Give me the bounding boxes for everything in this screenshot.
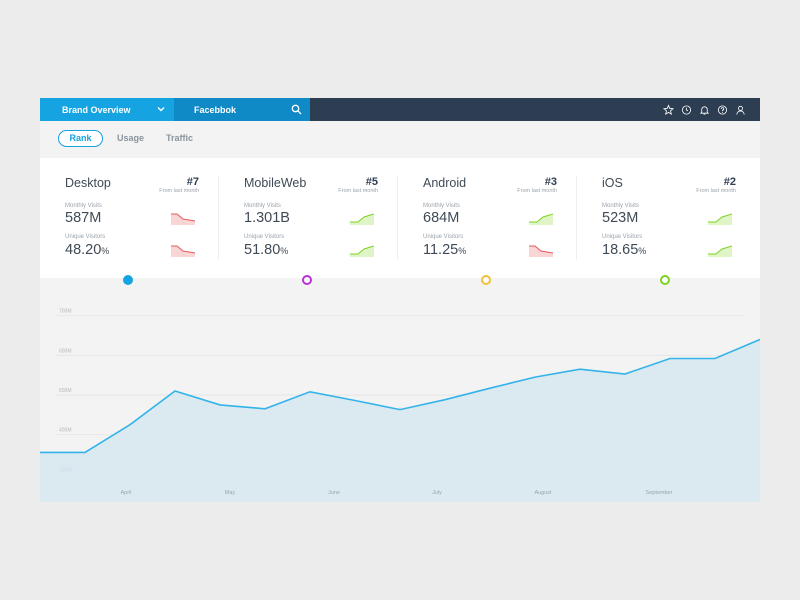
app-window: Brand Overview Facebbok Rank Usage Traff…	[40, 98, 760, 502]
visits-area-chart: 700M600M500M400M300MAprilMayJuneJulyAugu…	[40, 309, 760, 502]
rank-value: #2	[723, 176, 736, 188]
brand-tab-label: Brand Overview	[62, 104, 131, 115]
monthly-visits-value: 684M	[423, 210, 460, 226]
visitors-trend-sparkline	[529, 245, 553, 257]
x-tick-label: April	[120, 490, 131, 496]
card-title: iOS	[602, 176, 623, 190]
card-divider	[218, 176, 219, 260]
unique-visitors-value: 18.65%	[602, 242, 646, 258]
monthly-visits-value: 587M	[65, 210, 102, 226]
visits-trend-sparkline	[171, 213, 195, 225]
clock-icon[interactable]	[681, 103, 692, 115]
top-bar: Brand Overview Facebbok	[40, 98, 760, 121]
help-icon[interactable]	[717, 103, 728, 115]
visits-trend-sparkline	[350, 213, 374, 225]
unique-visitors-value: 51.80%	[244, 242, 288, 258]
y-tick-label: 400M	[59, 428, 72, 434]
percent-unit: %	[280, 246, 289, 256]
monthly-visits-label: Monthly Visits	[244, 203, 281, 209]
chevron-down-icon	[157, 107, 165, 112]
star-icon[interactable]	[662, 103, 675, 116]
stat-card[interactable]: iOS #2 From last month Monthly Visits 52…	[577, 158, 756, 278]
tab-rank[interactable]: Rank	[58, 130, 103, 147]
stat-card[interactable]: Android #3 From last month Monthly Visit…	[398, 158, 577, 278]
unique-visitors-value: 11.25%	[423, 242, 466, 258]
card-title: MobileWeb	[244, 176, 307, 190]
percent-unit: %	[101, 246, 110, 256]
visits-trend-sparkline	[529, 213, 553, 225]
stat-card[interactable]: MobileWeb #5 From last month Monthly Vis…	[219, 158, 398, 278]
monthly-visits-label: Monthly Visits	[602, 203, 639, 209]
unique-visitors-label: Unique Visitors	[65, 234, 106, 240]
bell-icon[interactable]	[699, 103, 710, 115]
unique-visitors-number: 51.80	[244, 242, 281, 258]
x-tick-label: August	[534, 490, 552, 496]
rank-caption: From last month	[159, 188, 199, 194]
rank-caption: From last month	[338, 188, 378, 194]
rank-value: #3	[544, 176, 557, 188]
y-tick-label: 500M	[59, 388, 72, 394]
site-tab-label: Facebbok	[194, 104, 237, 115]
unique-visitors-label: Unique Visitors	[602, 234, 643, 240]
sub-navigation: Rank Usage Traffic	[40, 121, 760, 158]
monthly-visits-value: 1.301B	[244, 210, 290, 226]
y-tick-label: 600M	[59, 348, 72, 354]
monthly-visits-label: Monthly Visits	[423, 203, 460, 209]
monthly-visits-value: 523M	[602, 210, 639, 226]
x-tick-label: September	[646, 490, 673, 496]
series-marker-dot[interactable]	[481, 275, 491, 285]
stats-panel: Desktop #7 From last month Monthly Visit…	[40, 158, 760, 278]
x-tick-label: July	[432, 490, 442, 496]
rank-caption: From last month	[696, 188, 736, 194]
rank-caption: From last month	[517, 188, 557, 194]
search-icon[interactable]	[291, 104, 302, 115]
unique-visitors-label: Unique Visitors	[244, 234, 285, 240]
percent-unit: %	[458, 246, 467, 256]
rank-value: #7	[186, 176, 199, 188]
card-divider	[397, 176, 398, 260]
site-search-tab[interactable]: Facebbok	[174, 98, 310, 121]
visits-line[interactable]	[40, 338, 760, 454]
series-marker-dot[interactable]	[123, 275, 133, 285]
visitors-trend-sparkline	[350, 245, 374, 257]
unique-visitors-number: 11.25	[423, 242, 459, 258]
unique-visitors-label: Unique Visitors	[423, 234, 464, 240]
brand-overview-dropdown[interactable]: Brand Overview	[40, 98, 174, 121]
series-marker-dot[interactable]	[302, 275, 312, 285]
x-tick-label: May	[225, 490, 236, 496]
top-icons	[662, 103, 746, 116]
unique-visitors-number: 48.20	[65, 242, 102, 258]
card-divider	[576, 176, 577, 260]
visitors-trend-sparkline	[171, 245, 195, 257]
rank-value: #5	[365, 176, 378, 188]
y-tick-label: 700M	[59, 309, 72, 315]
tab-usage[interactable]: Usage	[117, 133, 145, 143]
card-title: Desktop	[65, 176, 111, 190]
series-marker-dot[interactable]	[660, 275, 670, 285]
visitors-trend-sparkline	[708, 245, 732, 257]
unique-visitors-value: 48.20%	[65, 242, 109, 258]
stat-card[interactable]: Desktop #7 From last month Monthly Visit…	[40, 158, 219, 278]
visits-trend-sparkline	[708, 213, 732, 225]
tab-traffic[interactable]: Traffic	[166, 133, 194, 143]
monthly-visits-label: Monthly Visits	[65, 203, 102, 209]
percent-unit: %	[638, 246, 647, 256]
card-title: Android	[423, 176, 467, 190]
visits-area-fill	[40, 339, 760, 502]
user-icon[interactable]	[735, 103, 746, 115]
x-tick-label: June	[328, 490, 340, 496]
unique-visitors-number: 18.65	[602, 242, 639, 258]
